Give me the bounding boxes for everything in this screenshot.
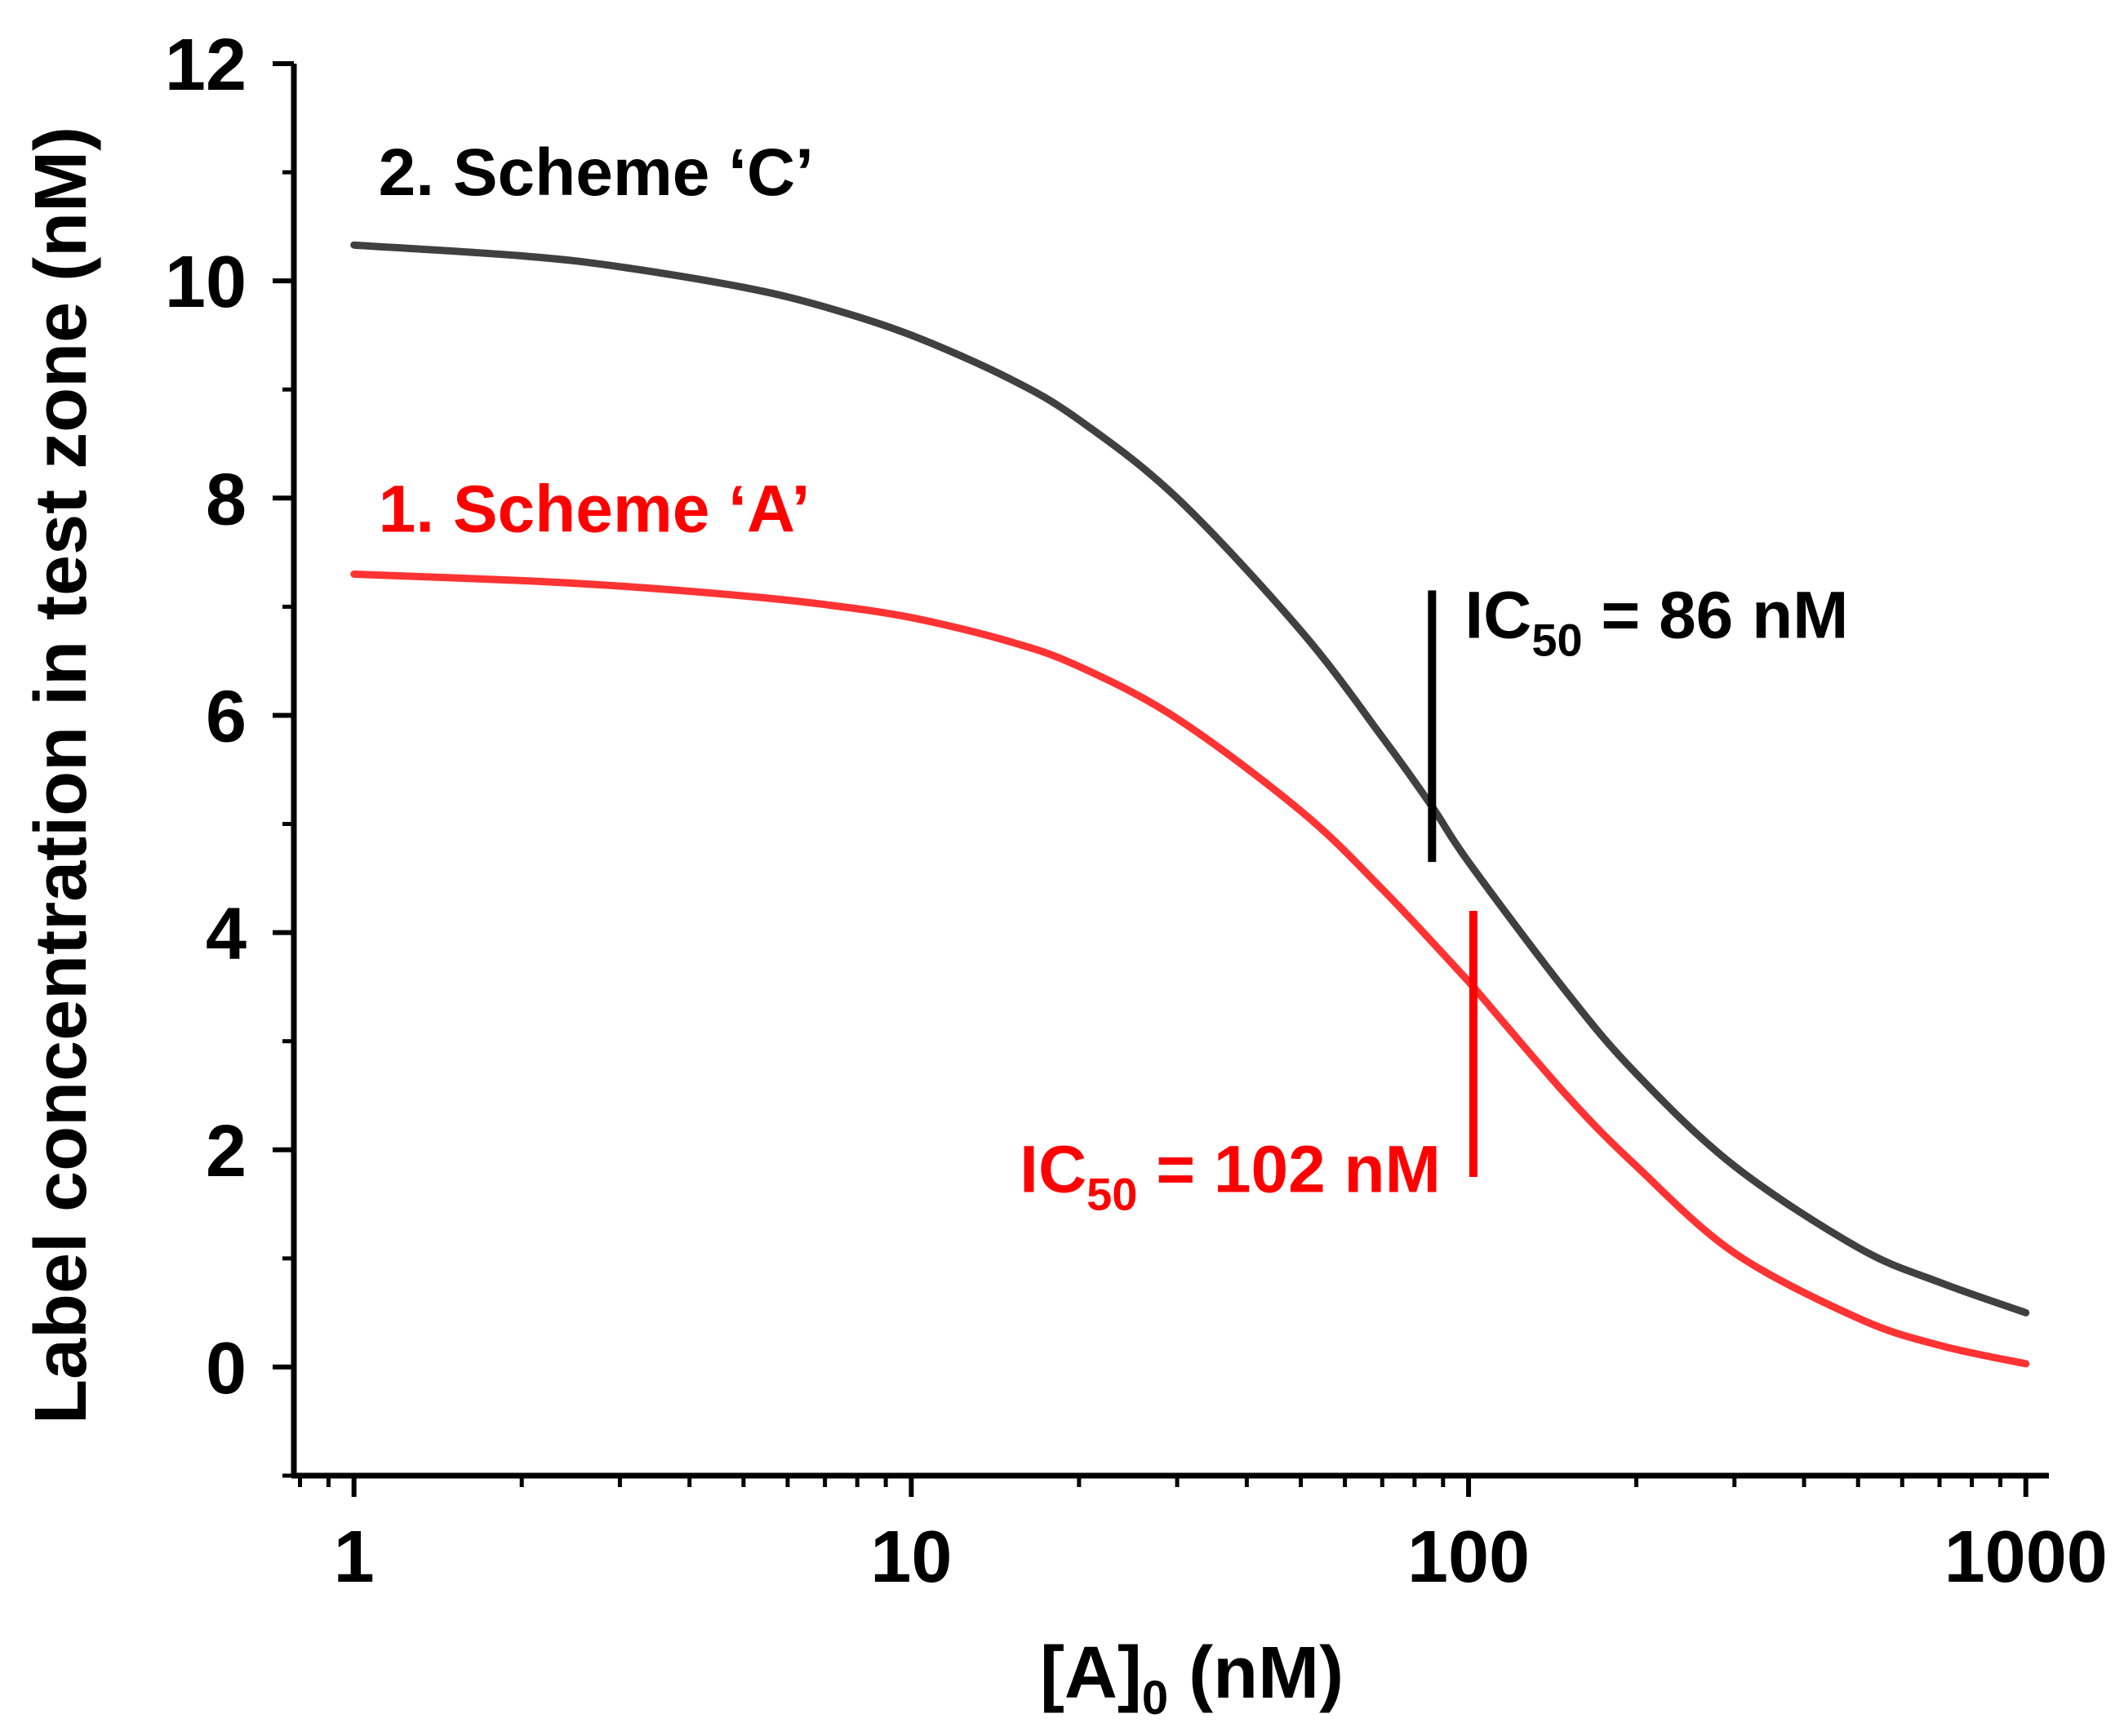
ic50-label-rest: = 86 nM [1583,579,1849,653]
series-labels: 2. Scheme ‘C’ 1. Scheme ‘A’ [379,135,814,547]
series-layer [350,241,2030,1368]
x-tick-label: 100 [1407,1516,1530,1598]
ic50-label: IC50 = 86 nM [1464,579,1848,666]
ic50-label-sub: 50 [1086,1168,1137,1219]
x-axis-title-sub: 0 [1142,1672,1168,1725]
x-tick-label: 10 [870,1516,952,1598]
x-axis-title-rest: (nM) [1168,1632,1344,1714]
ic50-label: IC50 = 102 nM [1020,1132,1441,1219]
x-axis-ticks: 1 10 100 1000 [298,1476,2108,1598]
y-tick-label: 4 [206,894,247,975]
ic50-label-main: IC [1020,1132,1086,1206]
ic50-label-rest: = 102 nM [1137,1132,1440,1206]
series-label-1: 2. Scheme ‘C’ [379,135,814,210]
y-tick-label: 12 [165,24,247,106]
y-axis-title: Label concentration in test zone (nM) [20,127,102,1424]
series-label-2: 1. Scheme ‘A’ [379,473,811,547]
y-tick-label: 0 [206,1328,247,1410]
y-tick-label: 2 [206,1111,247,1192]
x-tick-label: 1 [334,1516,375,1598]
y-tick-label: 6 [206,676,247,757]
series-line-1 [350,241,2030,1316]
x-axis-title: [A]0 (nM) [1040,1632,1344,1725]
series-line-2 [350,571,2030,1368]
ic50-label-sub: 50 [1531,615,1582,666]
ic50-label-main: IC [1464,579,1531,653]
axes [291,64,2049,1479]
y-tick-label: 10 [165,242,247,323]
y-tick-label: 8 [206,459,247,540]
x-tick-label: 1000 [1944,1516,2108,1598]
x-axis-title-main: [A] [1040,1632,1142,1714]
y-axis-ticks: 0 2 4 6 8 10 12 [165,24,294,1478]
